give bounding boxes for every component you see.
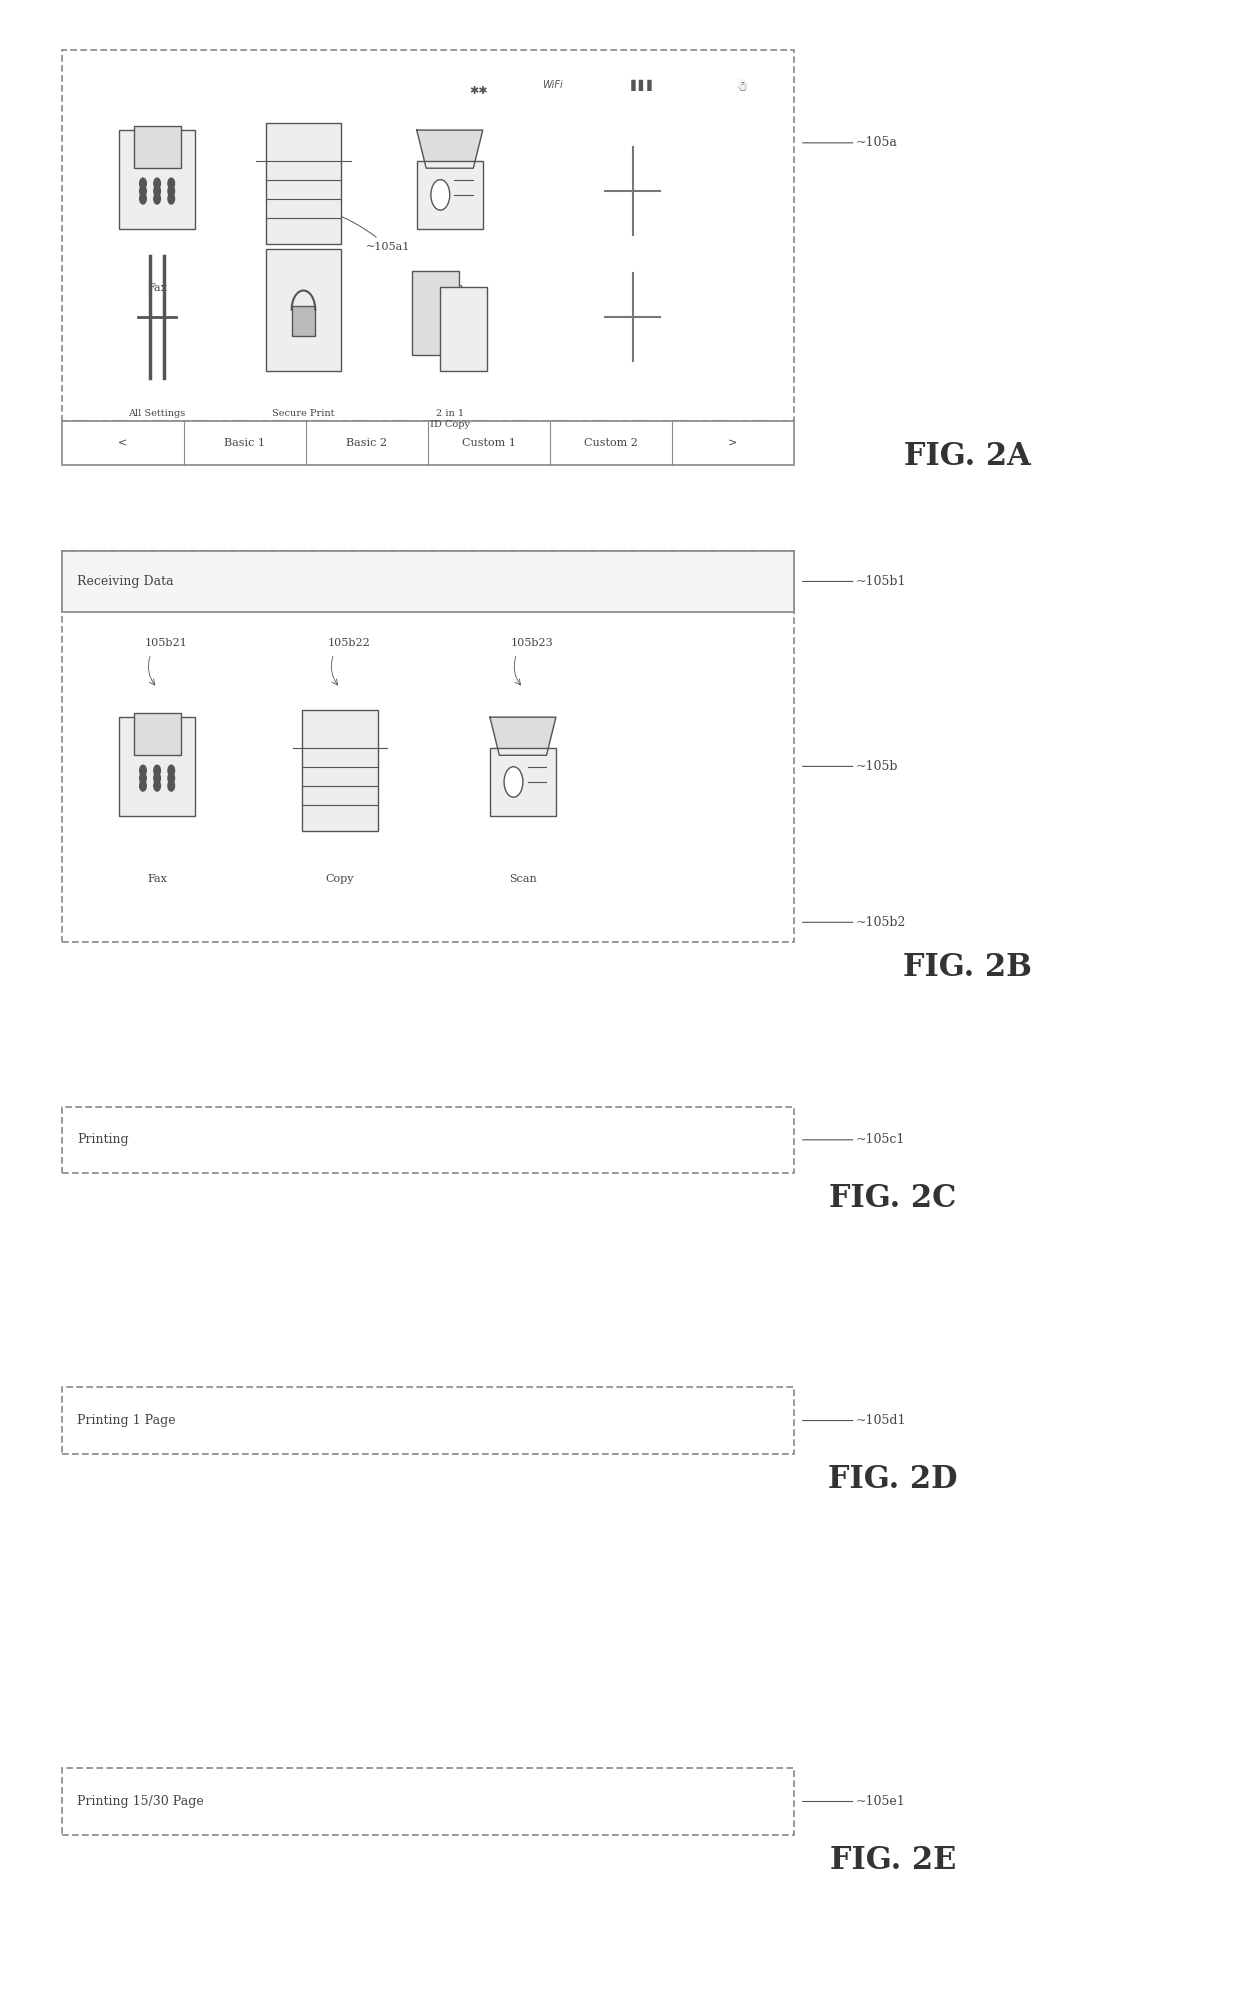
Text: FIG. 2B: FIG. 2B xyxy=(903,952,1032,982)
Text: FIG. 2C: FIG. 2C xyxy=(830,1183,956,1213)
Text: Printing: Printing xyxy=(77,1133,129,1147)
Bar xyxy=(303,710,378,832)
Circle shape xyxy=(432,180,450,211)
Circle shape xyxy=(140,192,146,205)
Bar xyxy=(417,160,482,229)
Circle shape xyxy=(167,186,175,196)
Text: ~105e1: ~105e1 xyxy=(856,1794,905,1809)
Text: ~105a1: ~105a1 xyxy=(331,213,409,253)
Text: Printing 15/30 Page: Printing 15/30 Page xyxy=(77,1794,203,1809)
Text: 105b21: 105b21 xyxy=(145,638,187,648)
Text: >: > xyxy=(728,439,738,447)
Text: Secure Print: Secure Print xyxy=(272,409,335,419)
Text: Custom 2: Custom 2 xyxy=(584,439,637,447)
Text: Custom 1: Custom 1 xyxy=(461,439,516,447)
Text: ☃: ☃ xyxy=(737,80,749,94)
Text: ✱✱: ✱✱ xyxy=(470,86,489,96)
Bar xyxy=(62,1107,794,1173)
Circle shape xyxy=(140,772,146,784)
Bar xyxy=(490,748,556,816)
Bar xyxy=(265,249,341,371)
Bar xyxy=(62,50,794,421)
Bar xyxy=(291,307,315,337)
Text: Copy: Copy xyxy=(326,874,355,884)
Bar xyxy=(134,714,181,756)
Text: ~105b1: ~105b1 xyxy=(856,575,906,587)
Bar xyxy=(412,271,459,355)
Bar xyxy=(265,122,341,245)
Text: <: < xyxy=(118,439,128,447)
Text: FIG. 2A: FIG. 2A xyxy=(904,441,1030,471)
Bar xyxy=(134,126,181,168)
Text: ~105c1: ~105c1 xyxy=(856,1133,905,1147)
Bar xyxy=(62,1768,794,1835)
Circle shape xyxy=(154,772,160,784)
Text: 2 in 1
ID Copy: 2 in 1 ID Copy xyxy=(430,409,470,429)
Text: All Settings: All Settings xyxy=(129,409,186,419)
Text: Fax: Fax xyxy=(148,283,167,293)
Text: 105b22: 105b22 xyxy=(327,638,371,648)
Circle shape xyxy=(154,186,160,196)
Bar xyxy=(440,287,487,371)
Polygon shape xyxy=(417,130,482,168)
Text: ~105d1: ~105d1 xyxy=(856,1414,906,1428)
Text: Basic 1: Basic 1 xyxy=(224,439,265,447)
Text: Fax: Fax xyxy=(148,874,167,884)
Text: Scan: Scan xyxy=(510,874,537,884)
Circle shape xyxy=(154,780,160,792)
Circle shape xyxy=(154,192,160,205)
Text: Scan: Scan xyxy=(436,283,464,293)
Circle shape xyxy=(167,780,175,792)
Circle shape xyxy=(140,186,146,196)
Circle shape xyxy=(167,192,175,205)
Bar xyxy=(119,718,195,816)
Circle shape xyxy=(167,772,175,784)
Bar xyxy=(119,130,195,229)
Circle shape xyxy=(154,178,160,188)
Text: Basic 2: Basic 2 xyxy=(346,439,387,447)
Bar xyxy=(62,551,794,612)
Text: ~105a: ~105a xyxy=(856,136,898,148)
Circle shape xyxy=(154,766,160,776)
Text: ▐▐▐: ▐▐▐ xyxy=(627,80,652,92)
Circle shape xyxy=(140,178,146,188)
Circle shape xyxy=(167,178,175,188)
Text: Copy: Copy xyxy=(289,283,317,293)
Circle shape xyxy=(167,766,175,776)
Text: FIG. 2D: FIG. 2D xyxy=(828,1464,957,1494)
Circle shape xyxy=(140,780,146,792)
Polygon shape xyxy=(490,718,556,756)
Text: FIG. 2E: FIG. 2E xyxy=(830,1845,956,1875)
Bar xyxy=(62,551,794,942)
Bar xyxy=(62,421,794,465)
Text: Printing 1 Page: Printing 1 Page xyxy=(77,1414,176,1428)
Circle shape xyxy=(503,766,523,798)
Text: WiFi: WiFi xyxy=(542,80,563,90)
Circle shape xyxy=(140,766,146,776)
Text: Receiving Data: Receiving Data xyxy=(77,575,174,587)
Text: ~105b: ~105b xyxy=(856,760,898,772)
Bar xyxy=(62,1387,794,1454)
Text: 105b23: 105b23 xyxy=(511,638,553,648)
Text: ~105b2: ~105b2 xyxy=(856,916,906,928)
